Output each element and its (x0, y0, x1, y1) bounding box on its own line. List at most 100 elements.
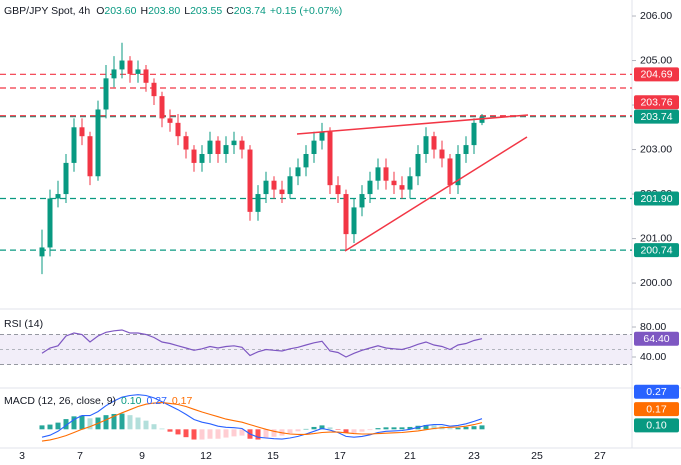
candle-body (351, 207, 357, 235)
histogram-bar (103, 415, 109, 430)
histogram-bar (135, 417, 141, 430)
candle-body (103, 78, 109, 110)
ohlc-key: L (184, 5, 190, 17)
candle-body (207, 140, 213, 154)
candle-body (383, 167, 389, 181)
histogram-bar (455, 427, 461, 430)
price-label-box (634, 331, 679, 346)
candle-body (175, 122, 181, 137)
candle-body (295, 167, 301, 177)
price-label: 200.74 (640, 244, 672, 256)
histogram-bar (359, 429, 365, 432)
signal-value: 0.17 (172, 395, 193, 407)
candle-body (199, 154, 205, 163)
candle-body (327, 131, 333, 186)
candle-body (159, 96, 165, 119)
ohlc-value: 203.74 (234, 5, 266, 17)
ohlc-value: 203.55 (190, 5, 222, 17)
histogram-bar (79, 415, 85, 430)
price-label: 203.76 (640, 97, 672, 109)
candle-body (415, 154, 421, 177)
histogram-bar (39, 425, 45, 430)
histogram-bar (447, 428, 453, 430)
histogram-bar (479, 425, 485, 430)
ohlc-key: C (226, 5, 234, 17)
candle-body (343, 194, 349, 235)
y-tick-label: 206.00 (640, 10, 672, 22)
x-tick-label: 21 (404, 450, 416, 462)
candle-body (423, 136, 429, 154)
y-tick-label: 205.00 (640, 54, 672, 66)
histogram-bar (431, 425, 437, 430)
histogram-bar (215, 429, 221, 439)
histogram-bar (407, 426, 413, 430)
y-tick-label: 40.00 (640, 351, 666, 363)
candle-body (263, 180, 269, 195)
candle-body (359, 194, 365, 208)
candle-body (151, 82, 157, 97)
histogram-bar (71, 416, 77, 430)
ohlc-key: H (141, 5, 149, 17)
histogram-bar (375, 428, 381, 430)
histogram-bar (463, 426, 469, 430)
histogram-bar (167, 429, 173, 432)
rsi-band (0, 334, 632, 365)
signal-line (41, 402, 483, 442)
histogram-bar (183, 429, 189, 438)
candle-body (319, 131, 325, 141)
price-label-box (634, 402, 679, 417)
y-tick-label: 203.00 (640, 143, 672, 155)
ohlc-value: 203.60 (104, 5, 136, 17)
x-tick-label: 12 (200, 450, 212, 462)
symbol-title: GBP/JPY Spot, 4h (4, 5, 90, 17)
chart-title: GBP/JPY Spot, 4h O203.60 H203.80 L203.55 C20… (4, 5, 342, 17)
price-label-box (634, 67, 679, 82)
histogram-bar (151, 424, 157, 430)
histogram-bar (87, 418, 93, 430)
price-label: 64.40 (643, 333, 669, 345)
histogram-bar (295, 429, 301, 432)
histogram-bar (319, 425, 325, 430)
price-label: 0.10 (646, 420, 667, 432)
candle-body (455, 154, 461, 186)
histogram-bar (175, 429, 181, 435)
candle-body (143, 69, 149, 83)
candle-body (367, 180, 373, 195)
candle-body (191, 149, 197, 163)
candle-body (287, 176, 293, 195)
y-tick-label: 200.00 (640, 277, 672, 289)
candle-body (391, 180, 397, 186)
price-label: 204.69 (640, 69, 672, 81)
macd-title: MACD (12, 26, close, 9) (4, 395, 116, 407)
histogram-bar (231, 429, 237, 437)
x-tick-label: 9 (139, 450, 145, 462)
candle-body (183, 136, 189, 150)
histogram-bar (263, 429, 269, 438)
histogram-bar (199, 429, 205, 440)
histogram-bar (399, 427, 405, 430)
trendline (296, 114, 529, 135)
change: +0.15 (+0.07%) (270, 5, 342, 17)
axis-labels: 200.00201.00202.00203.00204.00205.00206.… (4, 5, 679, 462)
histogram-bar (287, 429, 293, 434)
x-tick-label: 23 (468, 450, 480, 462)
histogram-bar (223, 429, 229, 438)
price-label: 0.27 (646, 386, 667, 398)
histogram-bar (391, 427, 397, 430)
histogram-bar (343, 429, 349, 433)
candle-body (223, 145, 229, 154)
rsi-line (41, 329, 483, 358)
histogram-bar (471, 426, 477, 430)
histogram-bar (239, 429, 245, 436)
histogram-bar (111, 413, 117, 430)
price-label-box (634, 384, 679, 399)
candle-body (63, 162, 69, 195)
price-label: 203.74 (640, 111, 672, 123)
histogram-bar (127, 415, 133, 430)
candle-body (247, 149, 253, 212)
candle-body (135, 69, 141, 74)
histogram-bar (143, 420, 149, 430)
x-tick-label: 7 (77, 450, 83, 462)
candle-body (39, 247, 45, 257)
histogram-bar (255, 429, 261, 440)
